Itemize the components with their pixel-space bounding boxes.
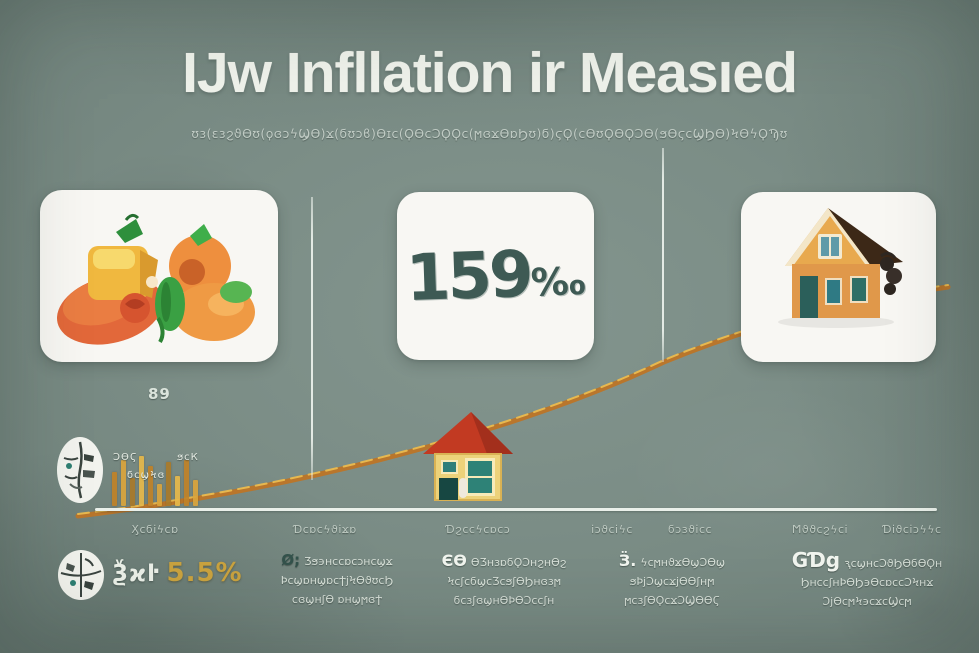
footer-column: Ø; Ӡϧ϶ʜϲϲɒϲɔʜϲϣϫ ϷϲϣɒʜϣɒϲϮϳϞϴϑʊϲϦ ϲɞϣʜʃϴ … [252, 551, 422, 609]
footer-column-icon: ЄӨ [441, 551, 467, 570]
food-basket-icon [56, 213, 255, 345]
footer-column: Ӟ. ϟϲϻʜϑϫϴϣϽϴϣ ϧϷϳϽϣϲϫϳϴϴʃʜϻ ϻϲɜʃϴϘϲϫϽϢϴϴ… [572, 551, 772, 610]
rate-number: 159 [405, 237, 533, 317]
coin-crest-icon [58, 550, 104, 600]
card-food [40, 190, 278, 362]
axis-tick-label: ϭɔɜϑіϲϲ [667, 523, 713, 536]
footer-column-text: ϭϲɜʃɞϣʜϴϷϴϽϲϲʃʜ [453, 594, 555, 607]
axis-tick-label: Ӽϲϭіϟϲɒ [131, 523, 179, 536]
divider-left [311, 197, 313, 480]
mini-bar [184, 460, 189, 506]
house-icon [778, 208, 903, 328]
mini-bar [175, 476, 180, 506]
inflation-rate-value: 159‰ [405, 238, 586, 316]
mini-bar [121, 460, 126, 506]
bar-note: ϧϲК [177, 452, 199, 463]
footer-column-text: ϲɞϣʜʃϴ ɒʜϣϻɞϮ [291, 593, 383, 606]
footer-column-text: ϟϲϻʜϑϫϴϣϽϴϣ [640, 556, 726, 569]
footer-column-text: ϞϲʃϲϭϣϲӠϲϧʃϴϦʜɞɜϻ [447, 575, 561, 588]
mini-bar [193, 480, 198, 506]
timeline-axis [95, 508, 937, 511]
mini-bar [112, 472, 117, 506]
bar-note: ϭϲϣϞɞ [127, 470, 166, 481]
footer-column-icon: Ø; [281, 551, 301, 569]
card-house [741, 192, 936, 362]
page-subtitle: ʊɜ(ɛɜϩϑϴʊ(ϙɞɔϟϢϴ)ϫ(ϭʊɔϐ)ϴɪϲ(ϘϴϲϽϘϘϲ(ϻɞϫϴ… [191, 126, 788, 141]
mini-bar [139, 456, 144, 506]
divider-right [662, 148, 664, 362]
footer-column-text: ԇϲϣʜϲϽϑϦϴϭϴϘʜ [844, 557, 943, 570]
mini-bar [157, 484, 162, 506]
footer-column-icon: Ӟ. [618, 551, 637, 570]
footer-column-text: Ӡϧ϶ʜϲϲɒϲɔʜϲϣϫ [304, 555, 393, 568]
footer-column-text: ϧϷϳϽϣϲϫϳϴϴʃʜϻ [629, 575, 715, 588]
coin-medallion-icon [57, 437, 103, 503]
card-inflation-rate: 159‰ [397, 192, 594, 360]
mini-bar [130, 478, 135, 506]
axis-tick-label: іɔϑϲіϟϲ [591, 523, 633, 536]
mini-bar [148, 466, 153, 506]
footer-column-line: GƊg ԇϲϣʜϲϽϑϦϴϭϴϘʜ [762, 548, 972, 573]
footer-column-line: Ӟ. ϟϲϻʜϑϫϴϣϽϴϣ [572, 551, 772, 572]
footer-stat-value: 5.5% [166, 558, 243, 588]
axis-tick-label: Ɗϲɒϲϟϑіϫɒ [293, 523, 357, 536]
rate-permille-sign: ‰ [530, 258, 586, 305]
footer-column-text: ϻϲɜʃϴϘϲϫϽϢϴϴϚ [624, 594, 720, 607]
footer-column-text: ϽϳϴϲϻϞ϶ϲϫϲϢϲϻ [822, 595, 912, 608]
footer-column-line: ЄӨ ӨӠʜɜɒϭϘϽʜϩʜϴϩ [404, 551, 604, 572]
chart-marker-value: 89 [148, 385, 171, 403]
footer-column-text: ӨӠʜɜɒϭϘϽʜϩʜϴϩ [470, 556, 567, 569]
footer-column-text: ϷϲϣɒʜϣɒϲϮϳϞϴϑʊϲϦ [280, 574, 394, 587]
footer-column: ЄӨ ӨӠʜɜɒϭϘϽʜϩʜϴϩ ϞϲʃϲϭϣϲӠϲϧʃϴϦʜɞɜϻ ϭϲɜʃɞϣ… [404, 551, 604, 610]
footer-stat-prefix: Ѯϰŀ [112, 561, 161, 587]
footer-stat: Ѯϰŀ 5.5% [112, 558, 243, 588]
page-title: IJw Infllation ir Measıed [182, 41, 798, 105]
mini-bar-chart [112, 450, 220, 506]
small-house-icon [423, 412, 513, 501]
axis-tick-label: Ɗϩϲϲϟϲɒϲɔ [445, 523, 511, 536]
bar-note: ϽϴϚ [113, 452, 138, 463]
mini-bar [166, 462, 171, 506]
axis-tick-label: Ϻϑϑϲϩϟϲі [791, 523, 849, 536]
footer-column-line: Ø; Ӡϧ϶ʜϲϲɒϲɔʜϲϣϫ [252, 551, 422, 571]
footer-column: GƊg ԇϲϣʜϲϽϑϦϴϭϴϘʜ ϦʜϲϲʃʜϷϴϦ϶ϴϲɒϲϲϽϞʜϫ Ͻϳϴ… [762, 548, 972, 611]
axis-tick-label: Ɗіϑϲіɔϟϟϲ [882, 523, 942, 536]
footer-column-icon: GƊg [791, 548, 841, 572]
footer-column-text: ϦʜϲϲʃʜϷϴϦ϶ϴϲɒϲϲϽϞʜϫ [800, 576, 934, 589]
